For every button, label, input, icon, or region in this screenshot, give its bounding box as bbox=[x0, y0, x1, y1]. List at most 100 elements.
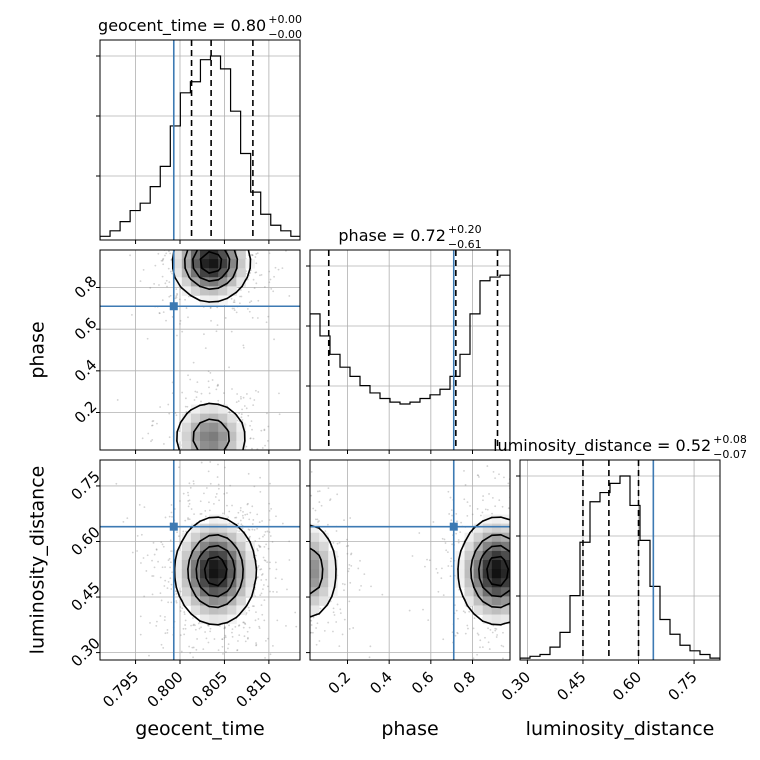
sample-point bbox=[244, 623, 247, 625]
sample-point bbox=[237, 501, 239, 503]
sample-point bbox=[239, 519, 242, 522]
contour-segment bbox=[481, 550, 488, 557]
sample-point bbox=[179, 634, 182, 637]
density-cell bbox=[491, 596, 502, 606]
density-cell bbox=[500, 560, 510, 570]
sample-point bbox=[164, 254, 166, 257]
contour-segment bbox=[208, 594, 218, 598]
sample-point bbox=[234, 516, 236, 519]
sample-point bbox=[284, 558, 286, 560]
sample-point bbox=[203, 492, 205, 495]
sample-point bbox=[520, 550, 522, 552]
sample-point bbox=[208, 489, 210, 491]
sample-point bbox=[231, 635, 234, 638]
sample-point bbox=[230, 231, 232, 233]
density-cell bbox=[227, 596, 237, 606]
density-cell bbox=[310, 578, 320, 588]
sample-point bbox=[507, 507, 510, 510]
sample-point bbox=[251, 316, 254, 319]
sample-point bbox=[305, 601, 307, 603]
sample-point bbox=[238, 668, 240, 670]
sample-point bbox=[226, 504, 228, 507]
sample-point bbox=[195, 223, 197, 225]
sample-point bbox=[256, 471, 258, 473]
sample-point bbox=[287, 633, 289, 635]
density-cell bbox=[227, 587, 237, 597]
sample-point bbox=[300, 601, 302, 603]
sample-point bbox=[198, 236, 200, 238]
contour-segment bbox=[313, 550, 320, 557]
sample-point bbox=[157, 232, 159, 234]
density-cell bbox=[500, 523, 510, 534]
sample-point bbox=[304, 501, 306, 503]
contour-segment bbox=[195, 559, 199, 570]
sample-point bbox=[210, 319, 212, 322]
sample-point bbox=[221, 452, 223, 454]
sample-point bbox=[533, 614, 535, 616]
sample-point bbox=[168, 250, 170, 253]
sample-point bbox=[297, 547, 299, 549]
sample-point bbox=[513, 616, 515, 618]
sample-point bbox=[243, 219, 245, 221]
sample-point bbox=[161, 275, 164, 278]
density-cell bbox=[200, 295, 210, 305]
sample-point bbox=[269, 590, 271, 593]
sample-point bbox=[269, 653, 272, 656]
sample-point bbox=[203, 191, 205, 193]
sample-point bbox=[523, 614, 525, 616]
contour-segment bbox=[174, 550, 179, 561]
density-cell bbox=[464, 541, 475, 552]
sample-point bbox=[513, 551, 515, 553]
sample-point bbox=[184, 397, 187, 400]
sample-point bbox=[286, 588, 288, 591]
sample-point bbox=[564, 578, 566, 580]
sample-point bbox=[251, 461, 253, 463]
sample-point bbox=[257, 544, 260, 547]
sample-point bbox=[479, 639, 482, 642]
sample-point bbox=[261, 447, 264, 449]
hist-content bbox=[100, 40, 300, 240]
sample-point bbox=[535, 599, 537, 601]
sample-point bbox=[115, 482, 118, 485]
sample-point bbox=[252, 404, 255, 407]
sample-point bbox=[311, 631, 314, 634]
sample-point bbox=[293, 576, 295, 578]
sample-point bbox=[188, 518, 191, 521]
sample-point bbox=[195, 219, 197, 221]
sample-point bbox=[213, 638, 216, 640]
sample-point bbox=[217, 246, 219, 248]
sample-point bbox=[266, 412, 268, 415]
contour-segment bbox=[190, 404, 201, 411]
panel-title-lower-error: −0.00 bbox=[268, 28, 302, 41]
density-cell bbox=[227, 286, 237, 296]
sample-point bbox=[162, 257, 165, 260]
density-cell bbox=[236, 250, 246, 260]
sample-point bbox=[223, 466, 226, 469]
sample-point bbox=[324, 530, 327, 532]
sample-point bbox=[222, 242, 224, 244]
sample-point bbox=[153, 566, 156, 569]
sample-point bbox=[278, 413, 281, 416]
sample-point bbox=[294, 624, 296, 626]
sample-point bbox=[515, 565, 517, 567]
sample-point bbox=[464, 611, 467, 614]
sample-point bbox=[153, 283, 156, 285]
density-cell bbox=[200, 614, 210, 625]
sample-point bbox=[302, 585, 304, 587]
sample-point bbox=[247, 528, 250, 531]
sample-point bbox=[204, 631, 207, 633]
sample-point bbox=[494, 505, 497, 508]
sample-point bbox=[269, 561, 271, 564]
sample-point bbox=[248, 529, 251, 531]
density-cell bbox=[236, 541, 246, 552]
contour-segment bbox=[176, 440, 181, 450]
sample-point bbox=[480, 514, 482, 517]
sample-point bbox=[192, 474, 194, 476]
contour-segment bbox=[192, 267, 201, 279]
sample-point bbox=[274, 577, 277, 580]
sample-point bbox=[435, 567, 438, 570]
sample-point bbox=[211, 379, 214, 381]
sample-point bbox=[512, 594, 514, 596]
sample-point bbox=[534, 555, 536, 557]
sample-point bbox=[472, 627, 475, 630]
